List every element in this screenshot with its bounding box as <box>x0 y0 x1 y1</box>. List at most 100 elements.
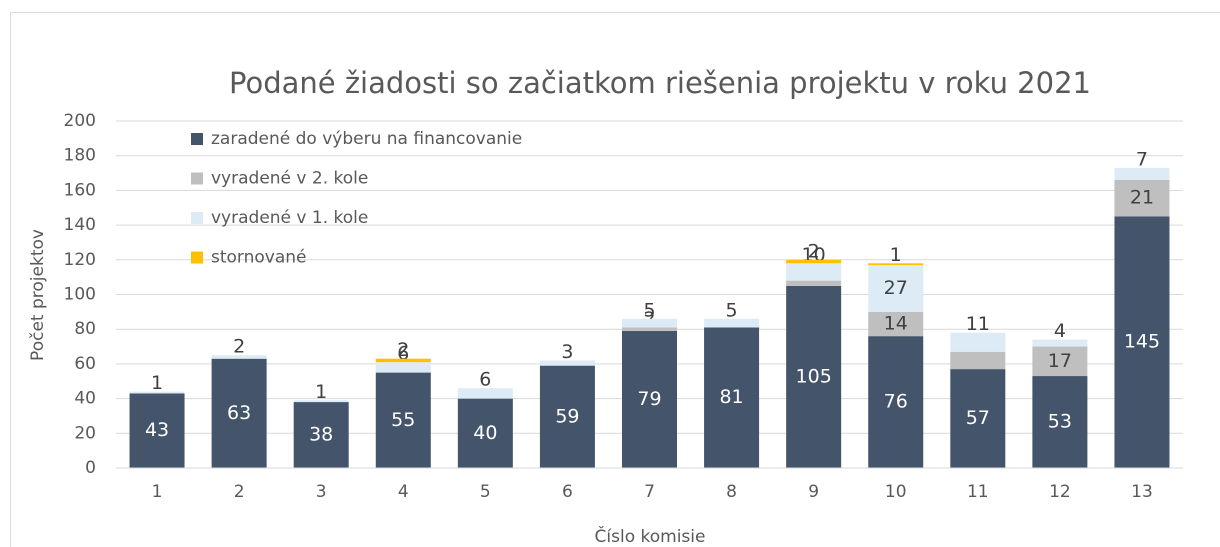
bar-segment <box>1032 376 1088 468</box>
data-label: 105 <box>796 365 832 387</box>
x-tick-label: 9 <box>808 482 819 502</box>
x-tick-label: 11 <box>967 482 989 502</box>
bar-segment <box>211 355 267 359</box>
legend-label: vyradené v 1. kole <box>211 208 368 228</box>
data-label: 55 <box>391 409 415 431</box>
bar-segment <box>457 388 513 399</box>
bar-segment <box>868 265 924 312</box>
bar-segment <box>293 402 349 468</box>
y-tick-label: 140 <box>64 215 96 235</box>
data-label: 21 <box>1130 187 1154 209</box>
bar-segment <box>950 351 1006 370</box>
y-tick-label: 160 <box>64 180 96 200</box>
legend-label: vyradené v 2. kole <box>211 169 368 189</box>
data-label: 76 <box>884 391 908 413</box>
x-tick-label: 13 <box>1131 482 1153 502</box>
chart-title: Podané žiadosti so začiatkom riešenia pr… <box>229 66 1091 100</box>
bar-segment <box>375 372 431 468</box>
chart-frame <box>10 12 1220 547</box>
data-label: 38 <box>309 424 333 446</box>
bar-segment <box>293 400 349 403</box>
y-tick-label: 100 <box>64 285 96 305</box>
data-label: 5 <box>726 299 738 321</box>
data-label: 63 <box>227 402 251 424</box>
x-tick-label: 6 <box>562 482 573 502</box>
x-tick-label: 1 <box>152 482 163 502</box>
bar-segment <box>622 330 677 468</box>
legend-swatch <box>191 212 203 224</box>
bar-segment <box>375 362 431 373</box>
data-label: 27 <box>884 277 908 299</box>
data-label: 2 <box>233 336 245 358</box>
legend-swatch <box>191 251 203 264</box>
bar-segment <box>1032 346 1088 377</box>
bar-segment <box>1114 167 1170 180</box>
bar-segment <box>786 263 842 281</box>
data-label: 53 <box>1048 411 1072 433</box>
data-label: 5 <box>643 299 655 321</box>
y-tick-label: 20 <box>74 423 96 443</box>
data-label: 59 <box>555 405 579 427</box>
data-label: 17 <box>1048 350 1072 372</box>
bar-segment <box>786 285 842 468</box>
bar-segment <box>211 358 267 468</box>
bar-segment <box>950 332 1006 352</box>
bar-segment <box>868 263 924 266</box>
bar-segment <box>950 369 1006 468</box>
x-tick-label: 3 <box>316 482 327 502</box>
data-label: 145 <box>1124 331 1160 353</box>
data-label: 57 <box>966 407 990 429</box>
y-tick-label: 180 <box>64 146 96 166</box>
y-tick-label: 120 <box>64 250 96 270</box>
data-label: 40 <box>473 422 497 444</box>
bar-segment <box>786 280 842 286</box>
data-label: 43 <box>145 419 169 441</box>
bar-segment <box>622 318 677 328</box>
bar-segment <box>868 311 924 337</box>
bar-segment <box>1032 339 1088 347</box>
y-tick-label: 0 <box>85 458 96 478</box>
bar-segment <box>457 398 513 468</box>
data-label: 1 <box>890 244 902 266</box>
legend-label: zaradené do výberu na financovanie <box>211 129 522 149</box>
data-label: 4 <box>1054 320 1066 342</box>
bar-segment <box>1114 216 1170 468</box>
data-label: 1 <box>151 372 163 394</box>
bar-segment <box>539 360 595 366</box>
bar-segment <box>375 358 431 363</box>
data-label: 1 <box>315 381 327 403</box>
data-label: 2 <box>397 339 409 361</box>
data-label: 3 <box>561 341 573 363</box>
bar-segment <box>868 336 924 468</box>
y-axis-label: Počet projektov <box>28 229 48 361</box>
y-tick-label: 60 <box>74 354 96 374</box>
bar-segment <box>704 318 760 328</box>
x-tick-label: 12 <box>1049 482 1071 502</box>
y-tick-label: 80 <box>74 319 96 339</box>
bar-segment <box>786 259 842 264</box>
data-label: 6 <box>479 369 491 391</box>
y-tick-label: 200 <box>64 111 96 131</box>
data-label: 11 <box>966 313 990 335</box>
legend-swatch <box>191 133 203 145</box>
bar-segment <box>622 327 677 331</box>
x-tick-label: 8 <box>726 482 737 502</box>
bar-segment <box>704 327 760 468</box>
x-tick-label: 10 <box>885 482 907 502</box>
x-tick-label: 5 <box>480 482 491 502</box>
data-label: 7 <box>1136 148 1148 170</box>
legend-label: stornované <box>211 248 307 268</box>
bar-segment <box>129 393 185 468</box>
y-tick-label: 40 <box>74 389 96 409</box>
x-tick-label: 4 <box>398 482 409 502</box>
x-tick-label: 7 <box>644 482 655 502</box>
data-label: 14 <box>884 312 908 334</box>
data-label: 2 <box>808 240 820 262</box>
data-label: 79 <box>637 388 661 410</box>
x-tick-label: 2 <box>234 482 245 502</box>
data-label: 81 <box>719 386 743 408</box>
bar-segment <box>1114 179 1170 217</box>
x-axis-label: Číslo komisie <box>595 525 706 547</box>
bar-segment <box>539 365 595 468</box>
